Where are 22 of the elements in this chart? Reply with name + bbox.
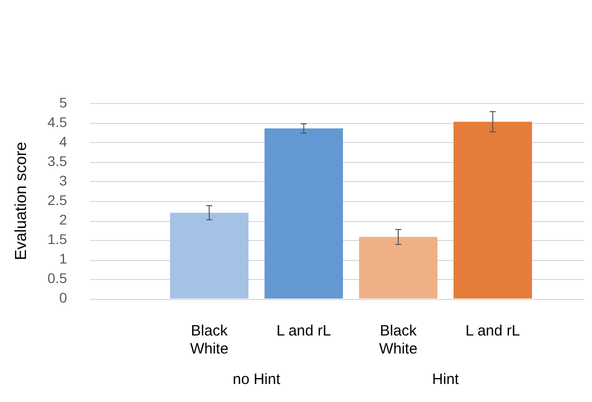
- y-tick-label: 3: [59, 172, 68, 188]
- x-tick-label: L and rL: [276, 322, 331, 340]
- x-tick-label: L and rL: [466, 322, 520, 340]
- y-tick-label: 0: [59, 289, 68, 306]
- bar: [454, 122, 532, 299]
- bar: [359, 236, 438, 299]
- text: Hint: [432, 371, 460, 388]
- y-tick-label: 2.5: [48, 192, 68, 208]
- bar: [264, 128, 343, 299]
- text: no Hint: [232, 371, 282, 388]
- bar: [170, 212, 248, 299]
- y-tick-label: 5: [59, 94, 68, 110]
- y-tick-label: 4: [59, 133, 68, 150]
- y-tick-label: 3.5: [48, 152, 68, 169]
- x-tick-label: Black White: [379, 322, 418, 358]
- y-tick-label: 1: [59, 250, 68, 266]
- y-axis-title: Evaluation score: [13, 142, 30, 260]
- y-tick-label: 4.5: [48, 114, 68, 130]
- y-tick-label: 0.5: [48, 270, 68, 286]
- x-tick-label: Black White: [190, 322, 228, 358]
- y-tick-label: 1.5: [48, 230, 68, 247]
- y-tick-label: 2: [59, 211, 68, 228]
